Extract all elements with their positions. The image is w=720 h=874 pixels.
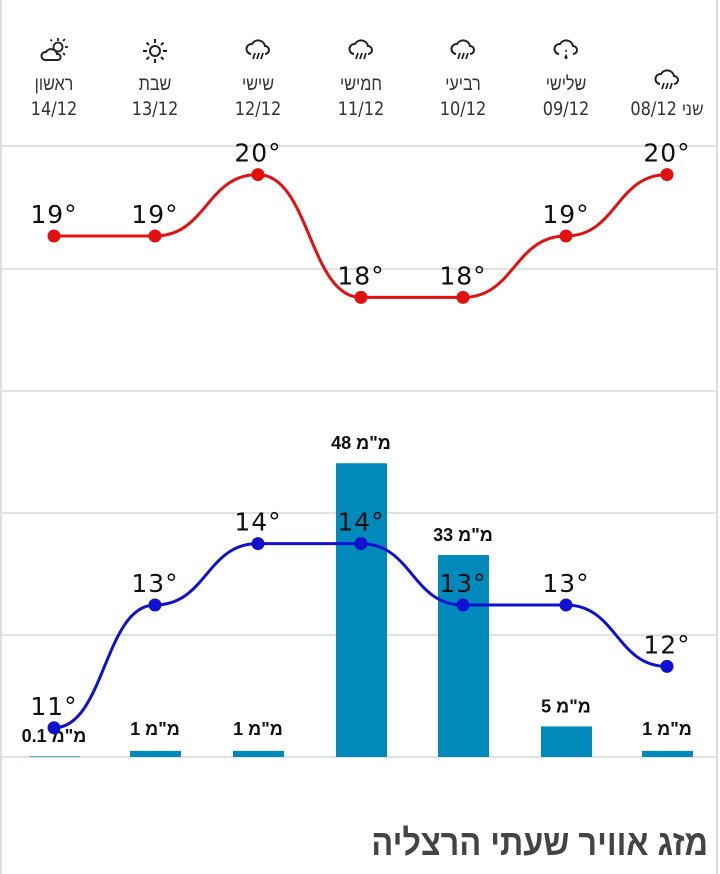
rain-cloud-icon [450,39,475,60]
day-date: 14/12 [30,98,78,120]
day-name: שישי [242,73,274,95]
rain-label: 1 מ"מ [233,719,283,739]
high-temp-label: 20° [234,139,281,168]
day-name-date: שני 08/12 [630,98,704,120]
day-name: שבת [138,73,172,95]
rain-label: 33 מ"מ [433,525,493,545]
drizzle-cloud-icon [553,39,578,59]
low-temp-point [660,659,674,673]
high-temp-point [660,168,674,182]
low-temp-point [47,721,61,735]
day-date: 12/12 [234,98,282,120]
high-temp-label: 19° [131,200,178,229]
day-date: 11/12 [337,98,385,120]
day-date: 10/12 [439,98,487,120]
high-temp-point [456,290,470,304]
low-temp-label: 14° [337,508,384,537]
rain-bar [541,726,592,757]
low-temp-label: 13° [439,569,486,598]
rain-bar [438,555,489,757]
high-temp-label: 20° [643,139,690,168]
high-temp-point [251,168,265,182]
low-temp-label: 13° [542,569,589,598]
low-temp-point [148,598,162,612]
rain-cloud-icon [348,39,373,60]
rain-label: 5 מ"מ [541,696,591,716]
rain-label: 1 מ"מ [130,719,180,739]
high-temp-point [354,290,368,304]
high-temp-label: 19° [542,200,589,229]
rain-label: 48 מ"מ [331,433,391,453]
high-temp-point [47,229,61,243]
high-temp-label: 19° [30,200,77,229]
rain-bar [642,750,693,757]
day-name: חמישי [340,73,382,95]
rain-label: 1 מ"מ [642,719,692,739]
day-date: 13/12 [131,98,179,120]
low-temp-point [559,598,573,612]
low-temp-label: 14° [234,508,281,537]
low-temp-label: 12° [643,630,690,659]
rain-bar [233,750,284,757]
day-date: 09/12 [542,98,590,120]
low-temp-point [251,537,265,551]
low-temp-point [456,598,470,612]
sun-icon [143,39,167,63]
rain-cloud-icon [245,39,270,60]
high-temp-label: 18° [439,261,486,290]
low-temp-label: 11° [30,692,77,721]
rain-label: 0.1 מ"מ [22,726,87,746]
day-name: רביעי [445,73,481,95]
rain-bar [29,756,80,757]
partly-cloudy-icon [40,38,68,61]
low-temp-point [354,537,368,551]
high-temp-point [559,229,573,243]
rain-cloud-icon [654,69,679,90]
rain-bar [130,750,181,757]
day-name: ראשון [34,73,74,95]
day-name: שלישי [545,73,587,95]
rain-bar [336,463,387,757]
high-temp-label: 18° [337,261,384,290]
hourly-section-title: מזג אוויר שעתי הרצליה [371,822,708,863]
low-temp-label: 13° [131,569,178,598]
high-temp-point [148,229,162,243]
